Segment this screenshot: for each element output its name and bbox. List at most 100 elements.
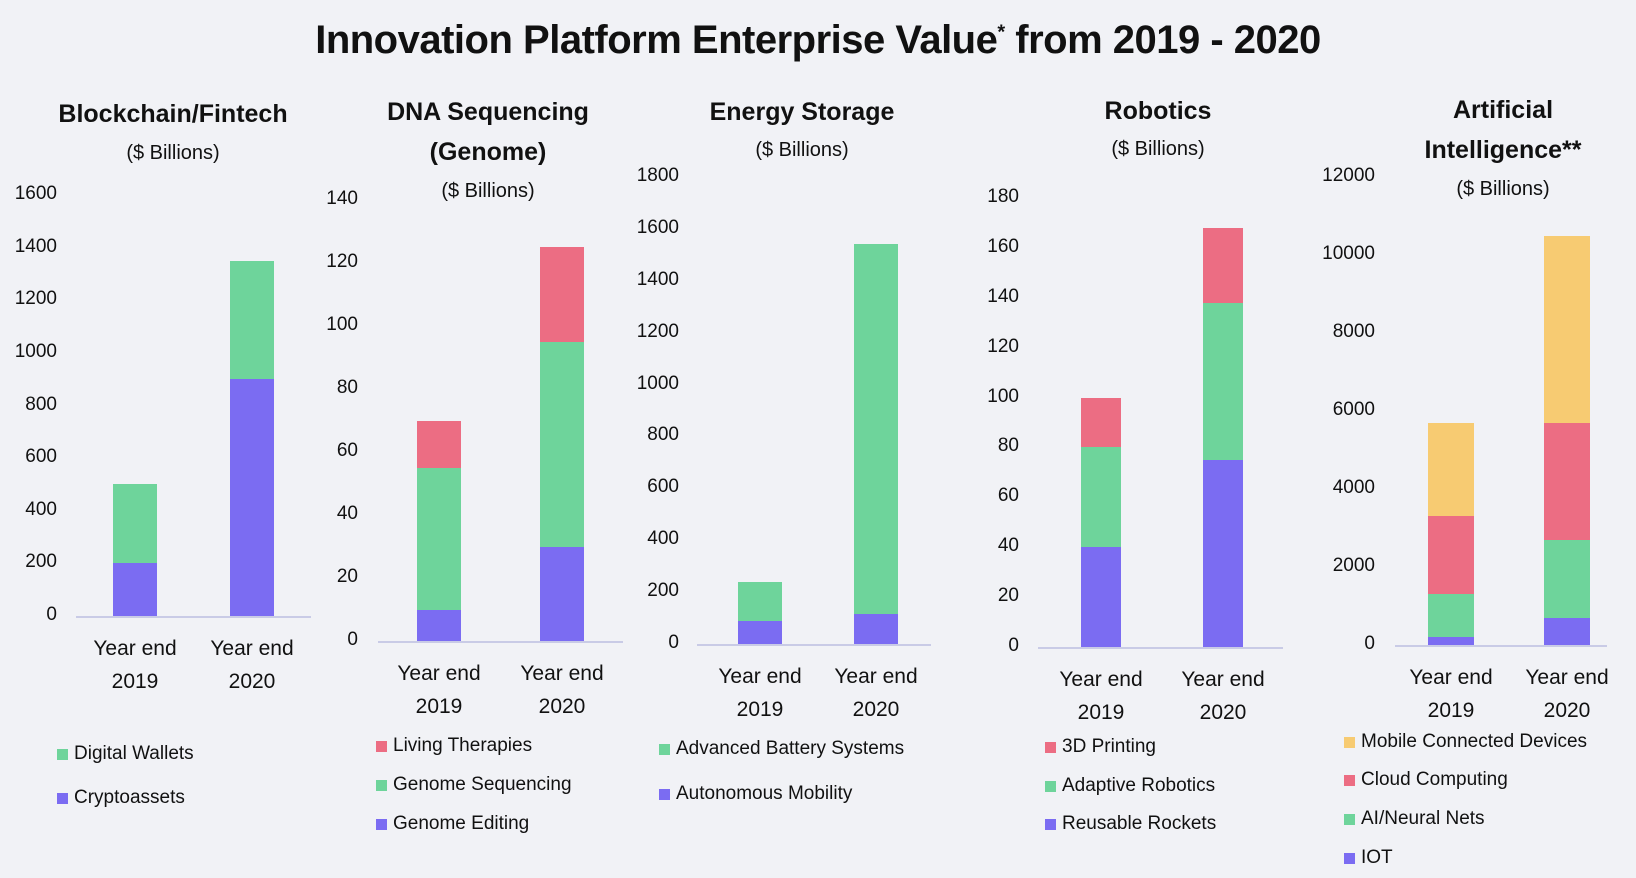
panel-title: Robotics <box>1104 97 1212 125</box>
legend-swatch <box>376 740 387 752</box>
x-tick-label: Year end 2019 <box>1041 663 1161 729</box>
bar-segment <box>1203 459 1243 647</box>
y-tick-label: 40 <box>336 503 358 524</box>
panel-title: Artificial <box>1452 96 1554 124</box>
legend-swatch <box>376 779 387 791</box>
y-tick-label: 160 <box>987 235 1019 257</box>
y-tick-label: 600 <box>647 476 679 498</box>
legend-item: Genome Sequencing <box>376 774 572 796</box>
bar-segment <box>540 546 584 641</box>
x-tick-line: 2019 <box>1077 701 1125 724</box>
y-tick-label: 1600 <box>636 216 679 238</box>
legend-item: AI/Neural Nets <box>1344 808 1485 830</box>
y-tick-label: 800 <box>647 424 679 446</box>
y-tick-label: 0 <box>46 604 57 625</box>
legend-item: Cryptoassets <box>57 787 185 809</box>
y-tick-label: 0 <box>1008 635 1019 656</box>
legend-swatch <box>1045 741 1056 753</box>
y-tick-label: 20 <box>997 585 1019 607</box>
x-tick-line: 2020 <box>1543 699 1591 722</box>
y-tick-label: 1200 <box>14 288 57 310</box>
x-tick-line: 2019 <box>736 698 784 721</box>
legend-label: Cryptoassets <box>74 787 185 808</box>
legend-swatch <box>57 792 68 804</box>
y-tick-label: 1200 <box>636 320 679 342</box>
panel-subtitle: ($ Billions) <box>755 139 849 161</box>
legend-swatch <box>1045 818 1056 830</box>
y-tick-label: 1000 <box>14 340 57 362</box>
legend-item: Mobile Connected Devices <box>1344 731 1587 753</box>
legend-label: 3D Printing <box>1062 736 1156 757</box>
y-tick-label: 100 <box>987 385 1019 407</box>
x-tick-line: Year end <box>1409 666 1493 689</box>
x-axis-line <box>1038 647 1283 649</box>
bar-segment <box>1081 547 1121 647</box>
bar-segment <box>417 609 461 641</box>
legend-item: Autonomous Mobility <box>659 783 852 805</box>
bar-segment <box>1544 235 1590 423</box>
legend-label: Digital Wallets <box>74 743 194 764</box>
x-tick-line: 2019 <box>415 695 463 718</box>
y-tick-label: 80 <box>336 377 358 398</box>
y-tick-label: 400 <box>647 528 679 550</box>
title-suffix: from 2019 - 2020 <box>1004 18 1321 62</box>
panel-title: Blockchain/Fintech <box>58 100 288 128</box>
legend-item: Adaptive Robotics <box>1045 775 1215 797</box>
y-tick-label: 140 <box>987 285 1019 307</box>
y-tick-label: 800 <box>25 393 57 415</box>
y-tick-label: 0 <box>668 632 679 653</box>
x-tick-line: 2020 <box>228 670 276 693</box>
legend-label: AI/Neural Nets <box>1361 808 1485 829</box>
legend-swatch <box>1045 780 1056 792</box>
y-tick-label: 40 <box>997 535 1019 557</box>
bar-segment <box>1081 447 1121 548</box>
bar-segment <box>854 244 898 615</box>
y-tick-label: 120 <box>326 251 358 272</box>
x-tick-label: Year end 2019 <box>1391 661 1511 727</box>
legend-label: Autonomous Mobility <box>676 783 853 804</box>
x-axis-line <box>697 644 931 646</box>
x-tick-line: 2019 <box>111 670 159 693</box>
legend-label: Cloud Computing <box>1361 769 1508 790</box>
panel-subtitle: ($ Billions) <box>1111 138 1205 160</box>
legend-item: IOT <box>1344 847 1393 869</box>
y-tick-label: 60 <box>336 440 358 461</box>
bar-segment <box>540 341 584 547</box>
x-tick-line: 2020 <box>852 698 900 721</box>
x-tick-line: 2020 <box>538 695 586 718</box>
y-tick-label: 1800 <box>636 165 679 186</box>
panel-title: Intelligence** <box>1424 136 1582 164</box>
legend-label: Genome Editing <box>393 813 530 834</box>
bar-segment <box>113 484 157 564</box>
legend-label: Reusable Rockets <box>1062 813 1217 834</box>
legend-item: Cloud Computing <box>1344 769 1508 791</box>
legend-swatch <box>1344 774 1355 786</box>
legend-item: Digital Wallets <box>57 743 194 765</box>
bar-segment <box>230 379 274 616</box>
legend-item: Genome Editing <box>376 813 529 835</box>
x-tick-line: Year end <box>1181 668 1265 691</box>
x-axis-line <box>1395 645 1607 647</box>
x-tick-line: Year end <box>1525 666 1609 689</box>
x-axis-line <box>378 641 623 643</box>
x-tick-line: Year end <box>397 662 481 685</box>
title-text: Innovation Platform Enterprise Value <box>315 18 998 62</box>
legend-swatch <box>1344 813 1355 825</box>
legend-item: Reusable Rockets <box>1045 813 1216 835</box>
y-tick-label: 10000 <box>1322 243 1375 264</box>
legend-swatch <box>376 818 387 830</box>
y-tick-label: 12000 <box>1322 165 1375 186</box>
x-tick-label: Year end 2020 <box>502 657 622 723</box>
bar-segment <box>417 420 461 468</box>
panel-subtitle: ($ Billions) <box>126 142 220 164</box>
chart-title: Innovation Platform Enterprise Value* fr… <box>0 18 1636 63</box>
bar-segment <box>113 563 157 616</box>
legend-swatch <box>1344 736 1355 748</box>
x-tick-label: Year end 2020 <box>1163 663 1283 729</box>
panel-title: DNA Sequencing <box>387 98 589 126</box>
x-tick-label: Year end 2020 <box>816 660 936 726</box>
y-tick-label: 80 <box>997 435 1019 457</box>
legend-swatch <box>57 748 68 760</box>
x-axis-line <box>76 616 311 618</box>
y-tick-label: 2000 <box>1332 555 1375 576</box>
